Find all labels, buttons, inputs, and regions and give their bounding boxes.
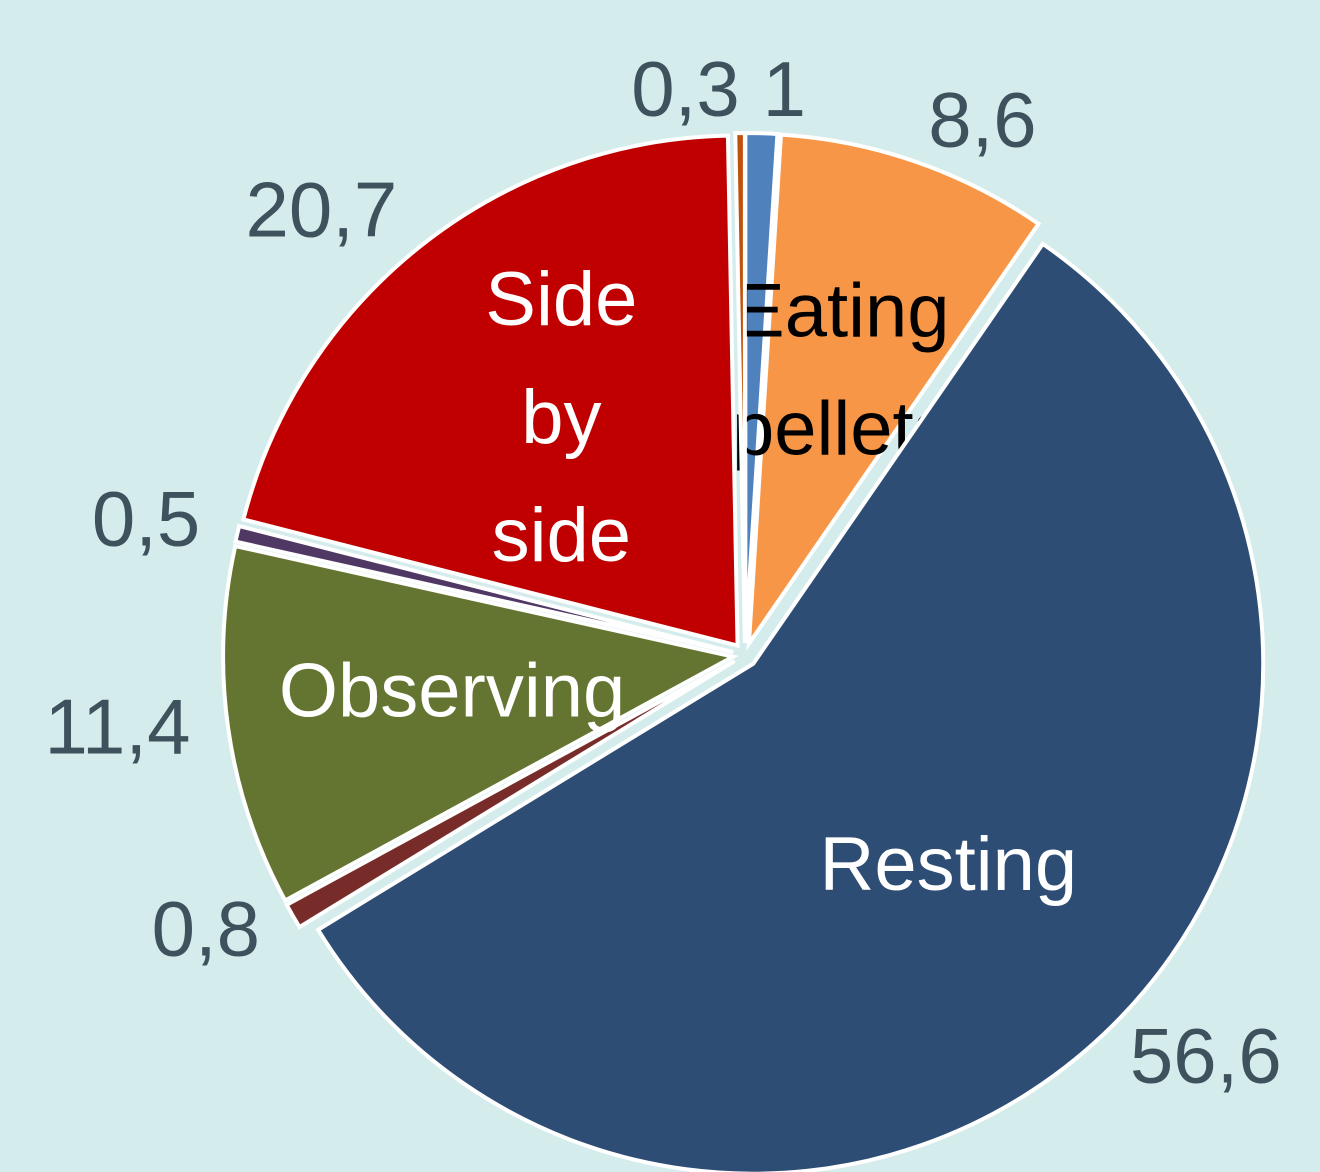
- data-label: 0,3: [631, 45, 739, 133]
- pie-slice: [240, 133, 740, 649]
- data-label: 56,6: [1130, 1011, 1282, 1099]
- category-label: Observing: [279, 648, 625, 733]
- pie-slice: [283, 659, 736, 930]
- data-label: 20,7: [246, 166, 398, 254]
- pie-slice: [221, 543, 739, 904]
- data-label: 1: [763, 45, 806, 133]
- data-label: 11,4: [44, 683, 190, 771]
- data-label: 8,6: [928, 75, 1036, 163]
- data-label: 0,5: [92, 475, 200, 563]
- pie-slice: [746, 132, 1042, 651]
- category-label: Side by side: [485, 257, 637, 578]
- category-label: Resting: [819, 822, 1077, 907]
- data-label: 0,8: [152, 885, 260, 973]
- pie-slice: [315, 241, 1266, 1172]
- pie-slice: [733, 131, 747, 644]
- pie-slice: [233, 523, 734, 655]
